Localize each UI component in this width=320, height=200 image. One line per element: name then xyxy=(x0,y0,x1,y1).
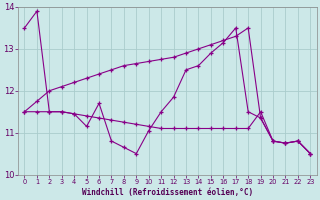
X-axis label: Windchill (Refroidissement éolien,°C): Windchill (Refroidissement éolien,°C) xyxy=(82,188,253,197)
